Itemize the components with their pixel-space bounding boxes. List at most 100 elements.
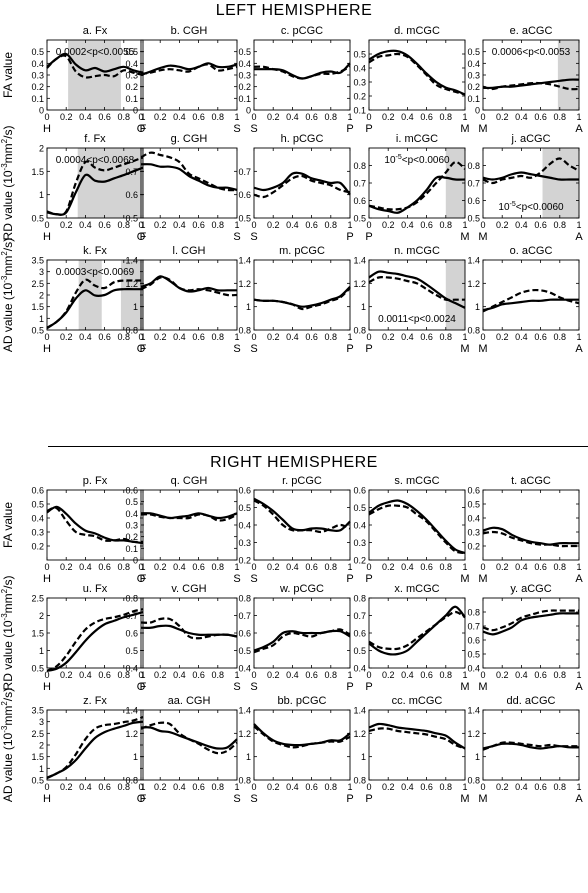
x-tick-label: 0.2: [154, 332, 167, 342]
y-tick-label: 0: [246, 106, 251, 116]
x-tick-label: 0: [138, 782, 143, 792]
y-tick-label: 0.4: [125, 509, 138, 519]
x-tick-label: 0.4: [286, 782, 299, 792]
y-tick-label: 0.3: [31, 528, 44, 538]
row-label-ad: AD value (10-3mm2/s): [0, 238, 15, 352]
panel-title: h. pCGC: [281, 133, 324, 145]
y-tick-label: 2.5: [31, 594, 44, 604]
dashed-series-line: [253, 725, 351, 749]
panel-title: o. aCGC: [510, 245, 553, 257]
y-tick-label: 2: [39, 291, 44, 301]
y-tick-label: 0.3: [125, 521, 138, 531]
x-tick-label: 0.2: [60, 332, 73, 342]
y-tick-label: 0.2: [467, 82, 480, 92]
y-tick-label: 1: [246, 302, 251, 312]
x-end-label: M: [460, 793, 469, 805]
y-tick-label: 0.6: [31, 486, 44, 496]
x-tick-label: 0.8: [440, 562, 453, 572]
x-end-label: S: [233, 573, 240, 585]
panel-frame: [482, 709, 580, 781]
x-tick-label: 0: [251, 782, 256, 792]
y-tick-label: 0.7: [353, 179, 366, 189]
panel-title: f. Fx: [84, 133, 106, 145]
dashed-series-line: [253, 287, 351, 311]
x-tick-label: 0.2: [267, 220, 280, 230]
x-start-label: H: [43, 681, 51, 693]
x-tick-label: 1: [234, 782, 239, 792]
x-tick-label: 1: [462, 220, 467, 230]
x-tick-label: 0.4: [286, 562, 299, 572]
x-tick-label: 0: [251, 112, 256, 122]
x-tick-label: 0.8: [212, 220, 225, 230]
x-start-label: S: [250, 793, 257, 805]
y-tick-label: 0.5: [238, 503, 251, 513]
x-tick-label: 1: [347, 782, 352, 792]
panel-title: s. mCGC: [394, 475, 439, 487]
x-tick-label: 0.8: [325, 782, 338, 792]
x-start-label: P: [365, 793, 372, 805]
y-tick-label: 0.2: [467, 542, 480, 552]
solid-series-line: [140, 726, 238, 750]
x-tick-label: 1: [234, 220, 239, 230]
x-tick-label: 0: [138, 670, 143, 680]
x-tick-label: 0.4: [79, 332, 92, 342]
x-tick-label: 0.2: [154, 670, 167, 680]
y-tick-label: 0.3: [125, 71, 138, 81]
x-tick-label: 0: [251, 220, 256, 230]
x-tick-label: 0: [44, 112, 49, 122]
solid-series-line: [368, 499, 466, 555]
left-hemisphere-header: LEFT HEMISPHERE: [215, 2, 373, 19]
dashed-series-line: [46, 278, 143, 329]
x-tick-label: 1: [462, 332, 467, 342]
x-tick-label: 0: [44, 782, 49, 792]
y-tick-label: 0.5: [467, 500, 480, 510]
x-start-label: P: [365, 343, 372, 355]
panel-x: x. mCGC 0.4 0.5 0.6 0.7 0.8 0 0.2 0.4 0.6 0.8 1 P M: [353, 583, 469, 693]
x-tick-label: 0: [366, 112, 371, 122]
x-tick-label: 0.2: [382, 670, 395, 680]
x-tick-label: 0.4: [401, 782, 414, 792]
x-tick-label: 1: [347, 112, 352, 122]
dashed-series-line: [140, 151, 238, 192]
x-tick-label: 0.8: [118, 782, 131, 792]
right-hemisphere-header: RIGHT HEMISPHERE: [210, 454, 378, 471]
panel-frame: [368, 597, 466, 669]
panel-title: n. mCGC: [394, 245, 440, 257]
shaded-region: [77, 148, 143, 218]
x-tick-label: 0.8: [212, 670, 225, 680]
x-start-label: H: [43, 793, 51, 805]
panel-bb: bb. pCGC 0.8 1 1.2 1.4 0 0.2 0.4 0.6 0.8 1 S P: [238, 695, 353, 805]
x-tick-label: 1: [576, 782, 581, 792]
x-tick-label: 0.4: [79, 220, 92, 230]
y-tick-label: 1.2: [238, 729, 251, 739]
y-tick-label: 0.8: [467, 608, 480, 618]
x-start-label: M: [478, 793, 487, 805]
x-tick-label: 0: [44, 562, 49, 572]
x-end-label: S: [233, 231, 240, 243]
solid-series-line: [482, 612, 579, 636]
y-tick-label: 0.5: [467, 650, 480, 660]
y-tick-label: 1.5: [31, 752, 44, 762]
dashed-series-line: [253, 628, 351, 654]
x-tick-label: 0: [138, 112, 143, 122]
row-label-fa: FA value: [1, 502, 15, 548]
x-tick-label: 0.4: [173, 670, 186, 680]
x-tick-label: 0.8: [212, 562, 225, 572]
x-start-label: H: [43, 573, 51, 585]
x-tick-label: 0.6: [420, 112, 433, 122]
y-tick-label: 0.3: [353, 78, 366, 88]
solid-series-line: [368, 175, 466, 214]
dashed-series-line: [46, 715, 144, 779]
panel-n: n. mCGC 0.8 1 1.2 1.4 0 0.2 0.4 0.6 0.8 1 P M 0.0011<…: [353, 245, 469, 355]
dashed-series-line: [368, 276, 465, 302]
x-tick-label: 0.6: [420, 562, 433, 572]
panel-frame: [253, 489, 351, 561]
y-tick-label: 0.7: [125, 611, 138, 621]
x-end-label: S: [233, 793, 240, 805]
x-tick-label: 0: [366, 782, 371, 792]
y-tick-label: 0.7: [467, 622, 480, 632]
shaded-region: [120, 260, 143, 330]
solid-series-line: [46, 166, 144, 216]
